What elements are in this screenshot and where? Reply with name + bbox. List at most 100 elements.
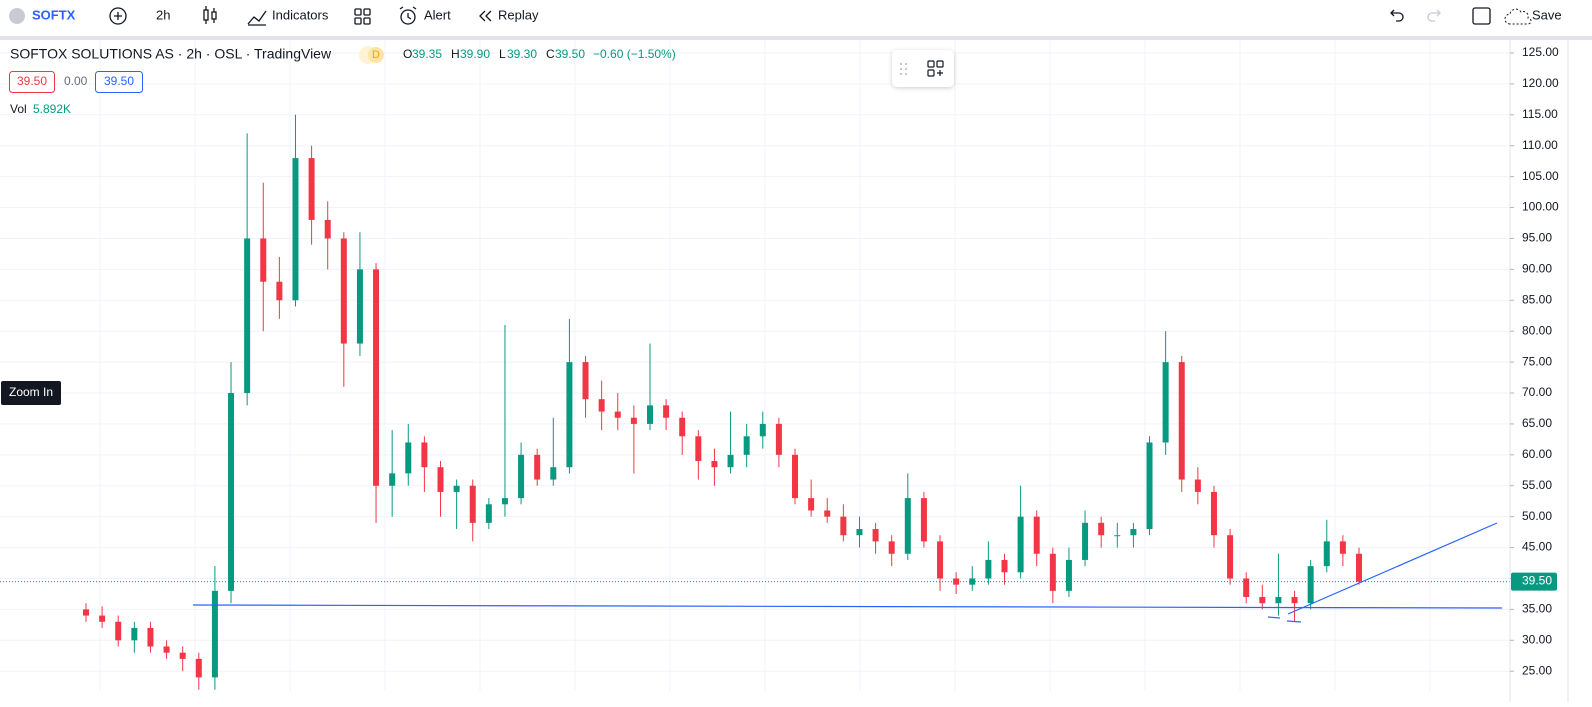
- candle-body: [1356, 553, 1362, 582]
- candle-body: [308, 158, 315, 220]
- candle-body: [937, 541, 944, 579]
- candle-body: [1130, 529, 1137, 536]
- y-tick-label: 60.00: [1522, 447, 1552, 461]
- vol-label: Vol: [10, 102, 27, 116]
- candle-body: [1146, 442, 1153, 530]
- trend-line[interactable]: [1287, 522, 1498, 615]
- layouts-button[interactable]: [354, 8, 371, 25]
- candle-body: [1049, 553, 1056, 591]
- interval[interactable]: 2h: [156, 7, 170, 22]
- candle-body: [453, 485, 460, 492]
- drag-handle[interactable]: [900, 63, 907, 75]
- candle-body: [775, 423, 782, 455]
- alert-button[interactable]: Alert: [424, 7, 451, 22]
- y-tick-label: 70.00: [1522, 385, 1552, 399]
- y-tick-label: 75.00: [1522, 354, 1552, 368]
- ohlc-value: 39.50: [555, 47, 585, 61]
- candle-body: [856, 529, 863, 536]
- candle-body: [663, 405, 670, 418]
- cloud-icon[interactable]: [1504, 8, 1532, 25]
- y-tick-label: 100.00: [1522, 200, 1559, 214]
- trend-line[interactable]: [1267, 616, 1281, 619]
- candle-body: [1291, 597, 1298, 604]
- candle-body: [1162, 362, 1169, 443]
- candle-body: [324, 219, 331, 239]
- grid: [0, 52, 1510, 672]
- chart-type-button[interactable]: [203, 6, 217, 24]
- candle-body: [276, 281, 283, 301]
- candle-body: [163, 646, 170, 653]
- drawings: [192, 522, 1503, 623]
- tooltip: [1, 381, 61, 405]
- candle-body: [501, 498, 508, 505]
- candle-body: [872, 529, 879, 542]
- candle-body: [953, 578, 960, 585]
- candle-body: [1194, 479, 1201, 492]
- candle-body: [566, 362, 573, 468]
- candle-body: [1339, 541, 1346, 554]
- candle-body: [83, 609, 89, 616]
- candle-body: [630, 417, 637, 424]
- candle-body: [1065, 559, 1072, 591]
- candle-body: [743, 436, 750, 455]
- y-tick-label: 120.00: [1522, 76, 1559, 90]
- ohlc-value: 39.90: [460, 47, 490, 61]
- candle-body: [340, 238, 347, 344]
- candle-body: [356, 269, 363, 344]
- candle-body: [550, 467, 557, 480]
- price-axis: 25.0030.0035.0040.0045.0050.0055.0060.00…: [1510, 45, 1559, 677]
- candle-body: [1243, 578, 1250, 598]
- ask[interactable]: 39.50: [104, 74, 134, 88]
- compare-button[interactable]: [109, 7, 127, 25]
- replay-button[interactable]: Replay: [498, 7, 539, 22]
- replay-icon[interactable]: [479, 10, 492, 22]
- y-tick-label: 55.00: [1522, 478, 1552, 492]
- add-widget-button[interactable]: [927, 60, 944, 77]
- vol-value: 5.892K: [33, 102, 71, 116]
- y-tick-label: 110.00: [1522, 138, 1558, 152]
- y-tick-label: 95.00: [1522, 231, 1552, 245]
- bid[interactable]: 39.50: [17, 74, 47, 88]
- candle-body: [115, 621, 122, 641]
- candle-body: [373, 269, 380, 486]
- undo-button[interactable]: [1390, 9, 1404, 22]
- candle-body: [1227, 535, 1234, 579]
- trend-line[interactable]: [1286, 620, 1302, 623]
- bid-box[interactable]: [9, 71, 55, 93]
- y-tick-label: 115.00: [1522, 107, 1558, 121]
- candle-body: [244, 238, 251, 394]
- candle-body: [1210, 491, 1217, 536]
- y-tick-label: 85.00: [1522, 292, 1552, 306]
- indicators-button[interactable]: Indicators: [272, 7, 329, 22]
- candle-body: [195, 658, 202, 678]
- candle-body: [598, 399, 605, 412]
- y-tick-label: 125.00: [1522, 45, 1559, 59]
- candle-body: [147, 627, 154, 647]
- floating-toolbar: [892, 50, 954, 87]
- badge: [368, 47, 384, 63]
- y-tick-label: 50.00: [1522, 509, 1552, 523]
- candle-body: [711, 461, 718, 468]
- toolbar: [0, 0, 1592, 36]
- y-tick-label: 90.00: [1522, 262, 1552, 276]
- candle-body: [808, 498, 815, 511]
- candle-body: [695, 436, 702, 462]
- candle-body: [888, 541, 895, 554]
- symbol[interactable]: SOFTX: [32, 7, 76, 22]
- candle-body: [389, 473, 396, 486]
- plot: [0, 114, 1510, 690]
- ohlc-label: O: [403, 47, 412, 61]
- ask-box[interactable]: [95, 71, 143, 93]
- ohlc-label: L: [499, 47, 506, 61]
- candle-body: [792, 454, 799, 499]
- candle-body: [727, 454, 734, 468]
- fullscreen-button[interactable]: [1472, 7, 1491, 25]
- badge-label: D: [372, 49, 380, 61]
- candle-body: [421, 442, 428, 468]
- save-button[interactable]: Save: [1532, 7, 1562, 22]
- toolbar-border: [0, 36, 1592, 40]
- redo-button[interactable]: [1427, 9, 1441, 22]
- indicators-icon[interactable]: [247, 10, 267, 26]
- alert-icon[interactable]: [399, 6, 417, 25]
- trend-line[interactable]: [192, 604, 1503, 609]
